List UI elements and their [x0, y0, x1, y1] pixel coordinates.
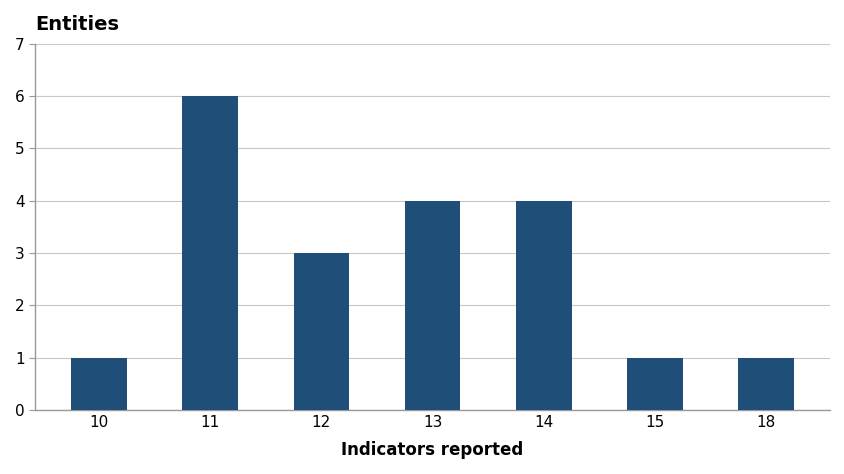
Bar — [404, 201, 460, 410]
Bar — [738, 358, 793, 410]
Bar — [182, 96, 238, 410]
Bar — [71, 358, 127, 410]
Text: Entities: Entities — [35, 15, 119, 34]
Bar — [516, 201, 571, 410]
Bar — [293, 253, 349, 410]
Bar — [626, 358, 682, 410]
X-axis label: Indicators reported: Indicators reported — [341, 441, 523, 459]
